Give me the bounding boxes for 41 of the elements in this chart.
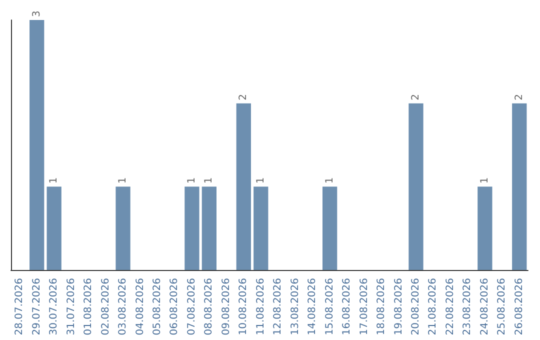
- x-tick-label: 20.08.2026: [410, 278, 422, 336]
- x-tick-label: 19.08.2026: [393, 278, 404, 336]
- x-tick-label: 26.08.2026: [514, 278, 525, 336]
- x-tick-label: 09.08.2026: [220, 278, 232, 336]
- x-tick-label: 30.07.2026: [48, 278, 60, 336]
- data-label: 1: [48, 177, 60, 184]
- data-label: 1: [479, 177, 490, 184]
- x-tick-label: 12.08.2026: [272, 278, 284, 336]
- data-label: 1: [204, 177, 215, 184]
- x-tick-label: 06.08.2026: [169, 278, 180, 336]
- x-tick-label: 23.08.2026: [462, 278, 474, 336]
- x-tick-label: 18.08.2026: [376, 278, 388, 336]
- x-tick-label: 01.08.2026: [83, 278, 94, 336]
- x-tick-label: 24.08.2026: [479, 278, 490, 336]
- data-label: 2: [514, 94, 525, 100]
- x-tick-label: 04.08.2026: [134, 278, 146, 336]
- x-tick-label: 16.08.2026: [342, 278, 353, 336]
- x-tick-label: 07.08.2026: [186, 278, 198, 336]
- x-tick-label: 31.07.2026: [66, 278, 77, 336]
- data-label: 1: [118, 177, 129, 184]
- x-tick-label: 29.07.2026: [31, 278, 42, 336]
- x-tick-label: 11.08.2026: [255, 278, 266, 336]
- x-tick-label: 15.08.2026: [324, 278, 336, 336]
- data-label: 1: [255, 177, 266, 184]
- x-tick-label: 21.08.2026: [428, 278, 439, 336]
- data-label: 1: [324, 177, 336, 184]
- x-tick-label: 22.08.2026: [444, 278, 456, 336]
- x-tick-label: 10.08.2026: [238, 278, 250, 336]
- data-label: 2: [410, 94, 422, 100]
- x-tick-label: 25.08.2026: [496, 278, 508, 336]
- x-tick-label: 02.08.2026: [100, 278, 112, 336]
- x-tick-label: 14.08.2026: [307, 278, 318, 336]
- x-tick-label: 05.08.2026: [152, 278, 163, 336]
- x-tick-label: 17.08.2026: [358, 278, 370, 336]
- data-label: 1: [186, 177, 198, 184]
- x-tick-label: 28.07.2026: [14, 278, 26, 336]
- x-tick-label: 03.08.2026: [118, 278, 129, 336]
- x-tick-label: 08.08.2026: [204, 278, 215, 336]
- data-label: 2: [238, 94, 250, 100]
- x-tick-label: 13.08.2026: [290, 278, 301, 336]
- data-label: 3: [31, 10, 42, 17]
